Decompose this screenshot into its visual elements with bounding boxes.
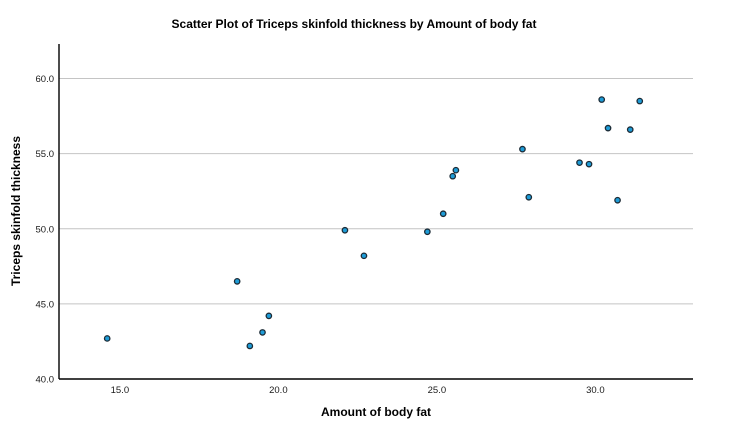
y-tick-label: 45.0 (36, 299, 55, 310)
data-point (246, 342, 254, 350)
data-point (519, 145, 526, 153)
data-point (598, 96, 606, 103)
data-point (626, 126, 634, 133)
x-axis-title: Amount of body fat (321, 405, 431, 419)
y-tick-label: 50.0 (36, 224, 55, 235)
data-point (103, 335, 111, 342)
data-point (360, 252, 368, 260)
y-tick-label: 40.0 (36, 375, 55, 386)
data-point (604, 124, 612, 132)
x-tick-label: 30.0 (586, 385, 605, 396)
x-tick-label: 15.0 (111, 385, 130, 396)
data-point (636, 97, 644, 105)
data-point (439, 210, 447, 218)
data-point (585, 160, 593, 168)
data-point (614, 196, 621, 204)
data-point (452, 166, 460, 174)
data-point (449, 172, 457, 180)
data-point (424, 228, 431, 236)
data-point (265, 312, 273, 320)
data-point (259, 329, 266, 336)
x-tick-label: 25.0 (428, 385, 447, 396)
y-tick-label: 55.0 (36, 149, 55, 160)
data-point (525, 193, 533, 201)
y-tick-label: 60.0 (36, 74, 55, 85)
data-point (341, 226, 349, 234)
data-point (233, 278, 241, 285)
data-point (576, 159, 583, 167)
chart-title: Scatter Plot of Triceps skinfold thickne… (171, 17, 537, 31)
x-tick-label: 20.0 (269, 385, 288, 396)
